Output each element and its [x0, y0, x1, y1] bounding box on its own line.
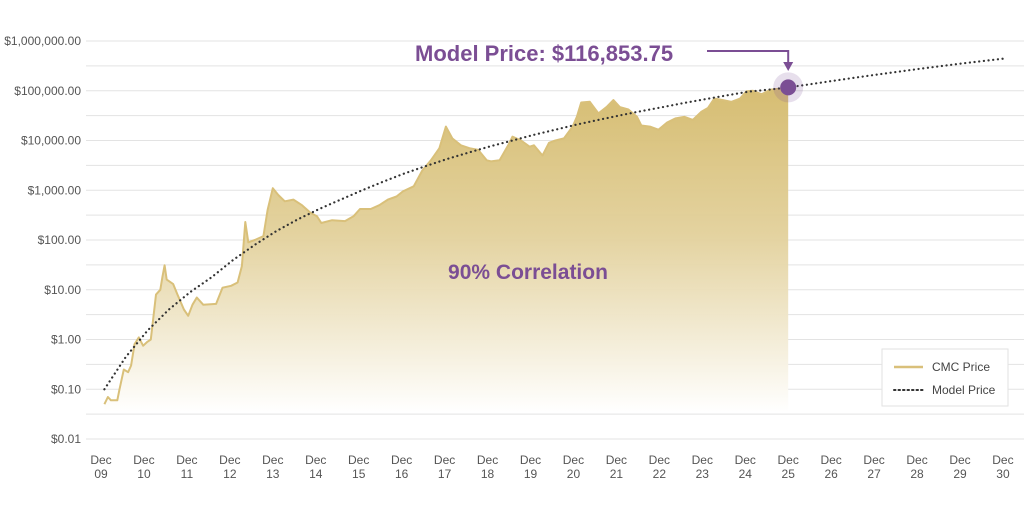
- x-tick-month: Dec: [176, 453, 197, 467]
- x-tick-year: 09: [94, 467, 108, 481]
- legend-item-model-price[interactable]: Model Price: [893, 383, 996, 397]
- x-tick-year: 24: [739, 467, 753, 481]
- legend: CMC Price Model Price: [881, 348, 1009, 407]
- y-tick-label: $1,000,000.00: [4, 34, 81, 48]
- x-tick-month: Dec: [563, 453, 584, 467]
- arrow-head-icon: [783, 62, 794, 71]
- x-axis: Dec09Dec10Dec11Dec12Dec13Dec14Dec15Dec16…: [90, 453, 1013, 481]
- x-tick-year: 10: [137, 467, 151, 481]
- model-price-highlight: [773, 72, 804, 103]
- x-tick-year: 12: [223, 467, 237, 481]
- x-tick-month: Dec: [391, 453, 412, 467]
- x-tick-year: 25: [782, 467, 796, 481]
- y-tick-label: $1,000.00: [28, 183, 82, 197]
- x-tick-year: 19: [524, 467, 538, 481]
- x-tick-month: Dec: [348, 453, 369, 467]
- x-tick-year: 27: [867, 467, 881, 481]
- y-tick-label: $1.00: [51, 333, 81, 347]
- x-tick-month: Dec: [219, 453, 240, 467]
- model-price-line: [103, 57, 1008, 391]
- x-tick-year: 15: [352, 467, 366, 481]
- x-tick-month: Dec: [305, 453, 326, 467]
- annotation-arrow: [707, 50, 790, 64]
- x-tick-year: 21: [610, 467, 624, 481]
- x-tick-year: 23: [696, 467, 710, 481]
- x-tick-year: 16: [395, 467, 409, 481]
- x-tick-month: Dec: [692, 453, 713, 467]
- legend-box: [881, 348, 1009, 407]
- annotation-model-price: Model Price: $116,853.75: [415, 41, 673, 66]
- annotations: Model Price: $116,853.75 90% Correlation: [415, 41, 794, 284]
- cmc-price-area-fill: [104, 87, 789, 413]
- x-tick-month: Dec: [477, 453, 498, 467]
- x-tick-month: Dec: [863, 453, 884, 467]
- x-tick-year: 13: [266, 467, 280, 481]
- y-tick-label: $100,000.00: [14, 84, 81, 98]
- highlight-dot[interactable]: [780, 79, 797, 96]
- x-tick-month: Dec: [434, 453, 455, 467]
- y-tick-label: $0.10: [51, 382, 81, 396]
- y-tick-label: $0.01: [51, 432, 81, 446]
- x-tick-month: Dec: [133, 453, 154, 467]
- cmc-price-line: [103, 86, 789, 405]
- series-cmc-price: [103, 86, 789, 413]
- x-tick-month: Dec: [649, 453, 670, 467]
- x-tick-year: 17: [438, 467, 452, 481]
- x-tick-month: Dec: [90, 453, 111, 467]
- legend-label: CMC Price: [932, 360, 990, 374]
- x-tick-year: 29: [953, 467, 967, 481]
- x-tick-year: 22: [653, 467, 667, 481]
- x-tick-month: Dec: [778, 453, 799, 467]
- legend-item-cmc-price[interactable]: CMC Price: [894, 360, 990, 374]
- x-tick-month: Dec: [520, 453, 541, 467]
- x-tick-month: Dec: [992, 453, 1013, 467]
- x-tick-month: Dec: [949, 453, 970, 467]
- series-model-price: [103, 57, 1008, 391]
- legend-label: Model Price: [932, 383, 996, 397]
- x-tick-month: Dec: [735, 453, 756, 467]
- y-tick-label: $100.00: [38, 233, 82, 247]
- x-tick-year: 28: [910, 467, 924, 481]
- x-tick-month: Dec: [262, 453, 283, 467]
- x-tick-year: 11: [181, 467, 194, 481]
- y-axis: $1,000,000.00 $100,000.00 $10,000.00 $1,000…: [4, 34, 81, 446]
- annotation-correlation: 90% Correlation: [448, 261, 608, 284]
- x-tick-year: 20: [567, 467, 581, 481]
- y-tick-label: $10.00: [44, 283, 81, 297]
- x-tick-month: Dec: [906, 453, 927, 467]
- x-tick-month: Dec: [820, 453, 841, 467]
- y-tick-label: $10,000.00: [21, 134, 81, 148]
- x-tick-year: 26: [824, 467, 838, 481]
- x-tick-year: 18: [481, 467, 495, 481]
- x-tick-year: 30: [996, 467, 1010, 481]
- x-tick-month: Dec: [606, 453, 627, 467]
- x-tick-year: 14: [309, 467, 323, 481]
